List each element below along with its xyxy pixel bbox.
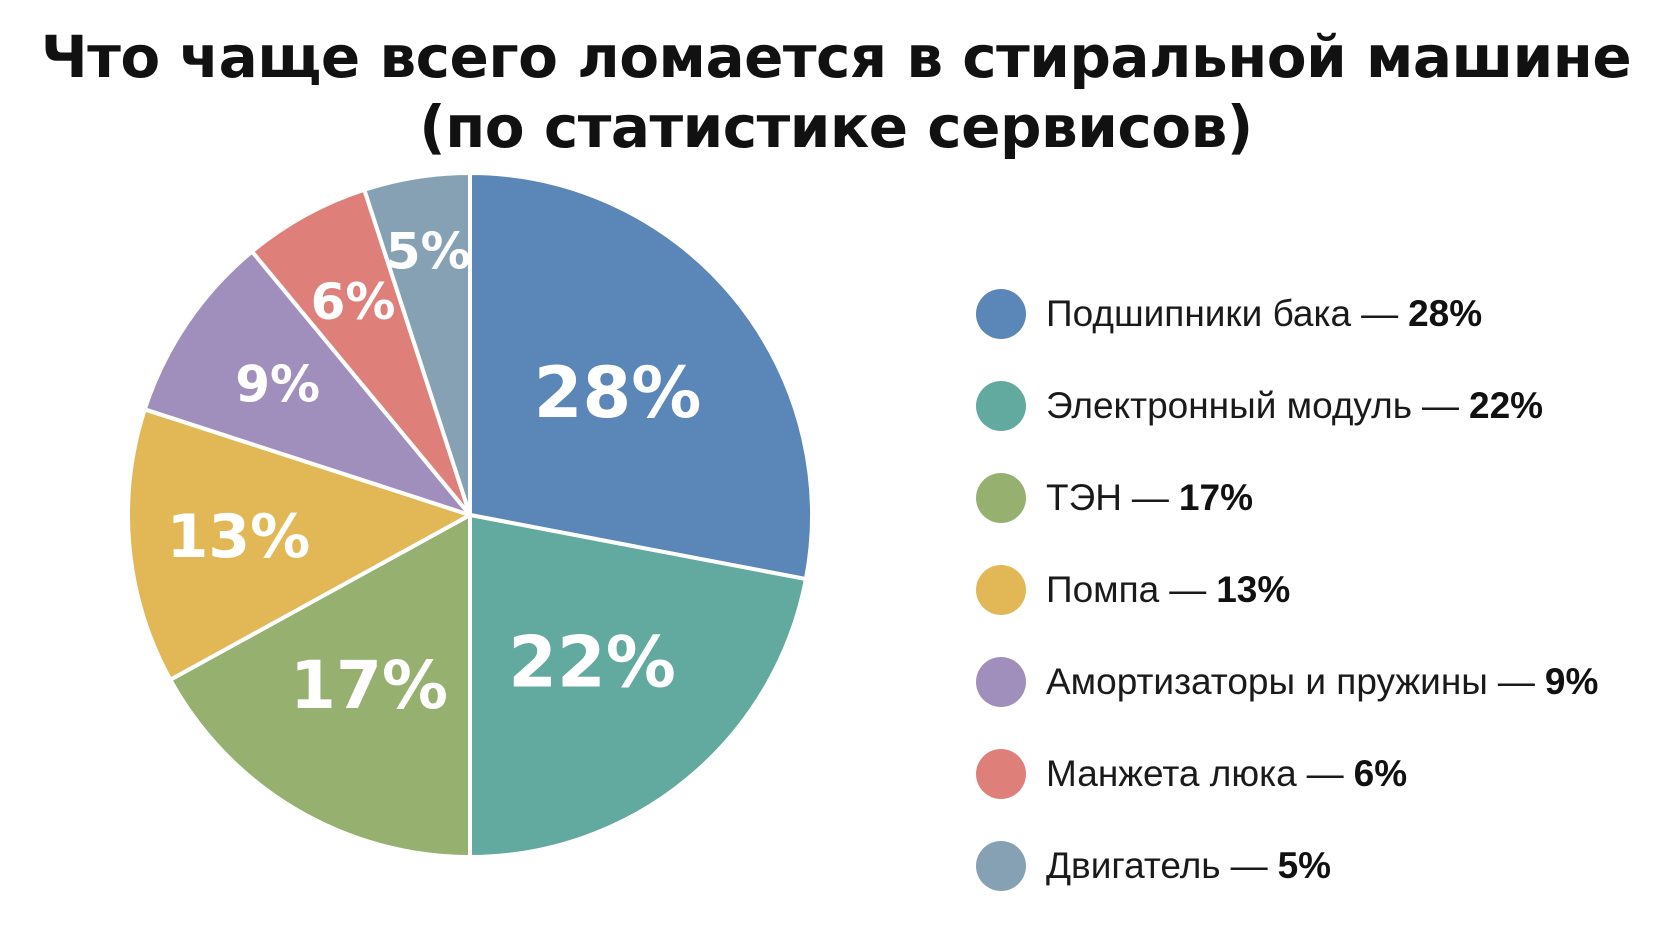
- legend-label: Манжета люка —6%: [1046, 753, 1407, 795]
- pie-slice-label-3: 17%: [290, 647, 448, 724]
- pie-slice-label-2: 22%: [508, 622, 676, 704]
- legend-separator: —: [1306, 753, 1344, 794]
- legend-swatch: [976, 565, 1026, 615]
- legend-value: 13%: [1216, 569, 1291, 610]
- legend-value: 28%: [1408, 293, 1483, 334]
- legend-category: Подшипники бака: [1046, 293, 1352, 334]
- pie-slice-label-4: 13%: [167, 502, 311, 572]
- pie-slice-3: [168, 513, 472, 859]
- pie-slice-label-6: 6%: [311, 273, 396, 331]
- pie-slice-1: [468, 171, 814, 582]
- legend-item-6: Манжета люка —6%: [976, 728, 1656, 820]
- pie-slice-label-1: 28%: [534, 352, 702, 434]
- legend-value: 17%: [1178, 477, 1253, 518]
- pie-slice-label-5: 9%: [235, 355, 320, 413]
- legend-item-7: Двигатель —5%: [976, 820, 1656, 912]
- legend-item-1: Подшипники бака —28%: [976, 268, 1656, 360]
- legend-separator: —: [1230, 845, 1268, 886]
- legend-value: 6%: [1353, 753, 1408, 794]
- legend-category: ТЭН: [1046, 477, 1122, 518]
- legend-separator: —: [1361, 293, 1399, 334]
- legend-separator: —: [1497, 661, 1535, 702]
- pie-slices: [126, 171, 814, 859]
- legend-label: Помпа —13%: [1046, 569, 1290, 611]
- chart-title-line1: Что чаще всего ломается в стиральной маш…: [40, 23, 1632, 91]
- legend-category: Электронный модуль: [1046, 385, 1412, 426]
- legend-item-2: Электронный модуль —22%: [976, 360, 1656, 452]
- pie-slice-labels: 28% 22% 17% 13% 9% 6%5%: [167, 223, 702, 725]
- legend-category: Манжета люка: [1046, 753, 1297, 794]
- chart-subtitle: (по статистике сервисов): [419, 93, 1253, 161]
- pie-slice-label-7: 5%: [386, 223, 471, 281]
- legend-label: Электронный модуль —22%: [1046, 385, 1543, 427]
- legend-item-5: Амортизаторы и пружины —9%: [976, 636, 1656, 728]
- legend-value: 5%: [1277, 845, 1332, 886]
- legend-value: 9%: [1544, 661, 1599, 702]
- legend-swatch: [976, 289, 1026, 339]
- legend-separator: —: [1169, 569, 1207, 610]
- legend-swatch: [976, 657, 1026, 707]
- pie-slice-6: [250, 187, 472, 517]
- legend-separator: —: [1422, 385, 1459, 426]
- legend-category: Двигатель: [1046, 845, 1221, 886]
- pie-slice-5: [142, 249, 472, 517]
- legend-category: Помпа: [1046, 569, 1160, 610]
- legend-swatch: [976, 841, 1026, 891]
- legend-item-4: Помпа —13%: [976, 544, 1656, 636]
- legend-separator: —: [1131, 477, 1169, 518]
- legend-label: Амортизаторы и пружины —9%: [1046, 661, 1598, 703]
- legend-value: 22%: [1469, 385, 1544, 426]
- legend-swatch: [976, 473, 1026, 523]
- legend-label: ТЭН —17%: [1046, 477, 1253, 519]
- legend-category: Амортизаторы и пружины: [1046, 661, 1488, 702]
- legend-swatch: [976, 749, 1026, 799]
- legend: Подшипники бака —28% Электронный модуль —22…: [976, 268, 1656, 912]
- legend-item-3: ТЭН —17%: [976, 452, 1656, 544]
- pie-slice-7: [362, 171, 472, 517]
- pie-slice-2: [468, 513, 808, 859]
- legend-swatch: [976, 381, 1026, 431]
- legend-label: Подшипники бака —28%: [1046, 293, 1482, 335]
- legend-label: Двигатель —5%: [1046, 845, 1331, 887]
- pie-slice-4: [126, 407, 472, 682]
- chart-title: Что чаще всего ломается в стиральной маш…: [0, 22, 1672, 162]
